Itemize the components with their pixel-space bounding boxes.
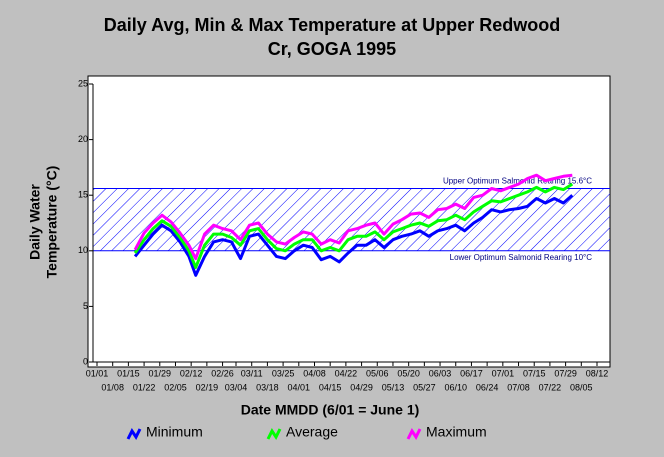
x-tick-label: 04/15	[319, 382, 342, 392]
x-tick-label: 04/08	[303, 368, 326, 378]
x-tick-label: 02/19	[196, 382, 219, 392]
x-tick-label: 04/22	[335, 368, 358, 378]
x-tick-label: 08/12	[586, 368, 609, 378]
y-axis-label: Daily Water	[27, 184, 43, 260]
x-tick-label: 04/01	[288, 382, 311, 392]
x-tick-label: 07/01	[492, 368, 515, 378]
series-line	[133, 182, 574, 269]
x-tick-label: 05/13	[382, 382, 405, 392]
x-tick-label: 01/08	[101, 382, 124, 392]
y-tick-label: 0	[83, 356, 88, 366]
chart-title: Daily Avg, Min & Max Temperature at Uppe…	[104, 15, 560, 35]
x-tick-label: 06/24	[476, 382, 499, 392]
legend-label: Minimum	[146, 424, 203, 440]
x-tick-label: 01/22	[133, 382, 156, 392]
x-tick-label: 06/03	[429, 368, 452, 378]
x-tick-label: 08/05	[570, 382, 593, 392]
x-tick-label: 04/29	[350, 382, 373, 392]
series-line	[133, 173, 573, 261]
band-label: Lower Optimum Salmonid Rearing 10°C	[450, 253, 593, 262]
x-tick-label: 03/25	[272, 368, 295, 378]
x-tick-label: 02/05	[164, 382, 187, 392]
x-tick-label: 07/15	[523, 368, 546, 378]
x-tick-label: 03/04	[225, 382, 248, 392]
legend-swatch	[406, 428, 422, 440]
x-tick-label: 03/11	[241, 368, 263, 378]
x-tick-label: 03/18	[256, 382, 279, 392]
y-tick-label: 20	[78, 134, 88, 144]
x-tick-label: 07/29	[554, 368, 577, 378]
legend-label: Average	[286, 424, 338, 440]
x-tick-label: 07/08	[507, 382, 530, 392]
x-tick-label: 06/10	[444, 382, 467, 392]
y-tick-label: 5	[83, 301, 88, 311]
chart-title: Cr, GOGA 1995	[268, 39, 396, 59]
band-label: Upper Optimum Salmonid Rearing 15.6°C	[443, 177, 592, 186]
y-tick-label: 25	[78, 78, 88, 88]
legend-swatch	[126, 428, 142, 440]
y-axis-label: Temperature (°C)	[44, 166, 60, 279]
x-tick-label: 05/27	[413, 382, 436, 392]
x-tick-label: 01/01	[86, 368, 109, 378]
y-tick-label: 15	[78, 190, 88, 200]
x-tick-label: 02/12	[180, 368, 203, 378]
x-axis-label: Date MMDD (6/01 = June 1)	[241, 402, 420, 418]
x-tick-label: 05/06	[366, 368, 389, 378]
x-tick-label: 05/20	[397, 368, 420, 378]
x-tick-label: 07/22	[539, 382, 562, 392]
x-tick-label: 02/26	[211, 368, 234, 378]
x-tick-label: 06/17	[460, 368, 483, 378]
legend-swatch	[266, 428, 282, 440]
x-tick-label: 01/29	[149, 368, 172, 378]
optimum-band	[93, 188, 610, 251]
y-tick-label: 10	[78, 245, 88, 255]
legend-label: Maximum	[426, 424, 487, 440]
series-line	[133, 194, 574, 277]
x-tick-label: 01/15	[117, 368, 140, 378]
